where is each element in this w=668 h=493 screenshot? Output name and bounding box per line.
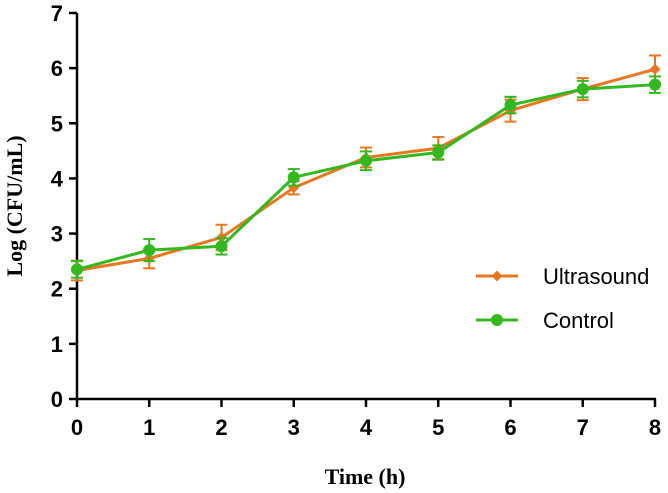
series-layer — [71, 54, 661, 282]
series-control — [71, 75, 661, 279]
x-tick-label: 2 — [215, 415, 227, 440]
y-tick-label: 7 — [51, 1, 63, 26]
tick-labels: 0 1 2 3 4 5 6 7 8 0 1 2 3 4 5 6 7 — [51, 1, 661, 440]
legend-marker — [491, 314, 503, 326]
y-tick-label: 5 — [51, 111, 63, 136]
legend-item-ultrasound: Ultrasound — [476, 264, 649, 289]
data-point — [649, 78, 661, 91]
y-tick-label: 1 — [51, 332, 63, 357]
y-tick-label: 2 — [51, 277, 63, 302]
x-tick-label: 6 — [504, 415, 516, 440]
data-point — [576, 83, 589, 96]
legend-item-control: Control — [476, 308, 614, 333]
y-tick-label: 3 — [51, 222, 63, 247]
y-tick-label: 0 — [51, 387, 63, 412]
y-tick-label: 6 — [51, 56, 63, 81]
x-tick-label: 5 — [432, 415, 444, 440]
x-tick-label: 1 — [143, 415, 155, 440]
legend: Ultrasound Control — [476, 264, 649, 333]
x-tick-label: 3 — [288, 415, 300, 440]
y-axis-title: Log (CFU/mL) — [2, 135, 27, 276]
data-point — [143, 244, 156, 257]
x-tick-label: 8 — [649, 415, 661, 440]
legend-label: Control — [543, 308, 614, 333]
data-point — [215, 240, 228, 253]
data-point — [71, 263, 83, 276]
data-point — [432, 146, 445, 159]
series-line — [76, 83, 656, 271]
legend-marker — [491, 270, 503, 282]
data-point — [287, 171, 300, 184]
data-point — [504, 99, 517, 112]
data-point — [360, 154, 372, 167]
x-tick-label: 7 — [577, 415, 589, 440]
data-point — [649, 63, 661, 75]
x-tick-label: 0 — [71, 415, 83, 440]
x-axis-title: Time (h) — [325, 464, 406, 489]
x-tick-label: 4 — [360, 415, 373, 440]
y-tick-label: 4 — [51, 166, 64, 191]
axes — [69, 11, 657, 407]
legend-label: Ultrasound — [543, 264, 649, 289]
